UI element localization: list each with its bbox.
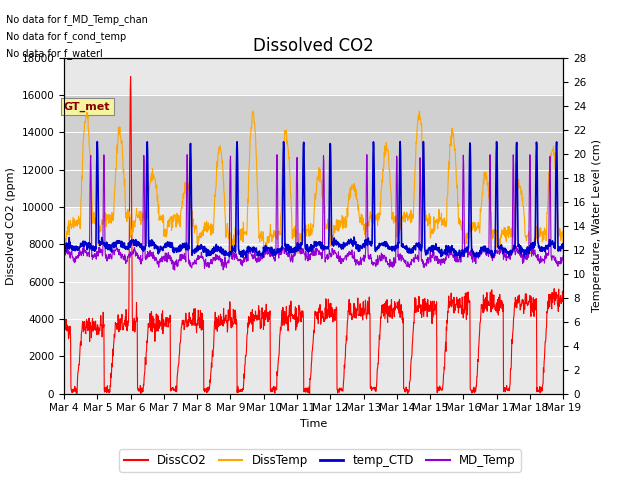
Text: No data for f_MD_Temp_chan: No data for f_MD_Temp_chan: [6, 14, 148, 25]
Y-axis label: Dissolved CO2 (ppm): Dissolved CO2 (ppm): [6, 167, 16, 285]
Title: Dissolved CO2: Dissolved CO2: [253, 36, 374, 55]
Text: No data for f_cond_temp: No data for f_cond_temp: [6, 31, 127, 42]
Y-axis label: Temperature, Water Level (cm): Temperature, Water Level (cm): [592, 139, 602, 312]
Text: GT_met: GT_met: [64, 102, 111, 112]
Legend: DissCO2, DissTemp, temp_CTD, MD_Temp: DissCO2, DissTemp, temp_CTD, MD_Temp: [120, 449, 520, 472]
Bar: [64, 95, 563, 207]
Text: No data for f_waterl: No data for f_waterl: [6, 48, 103, 59]
X-axis label: Time: Time: [300, 419, 327, 429]
